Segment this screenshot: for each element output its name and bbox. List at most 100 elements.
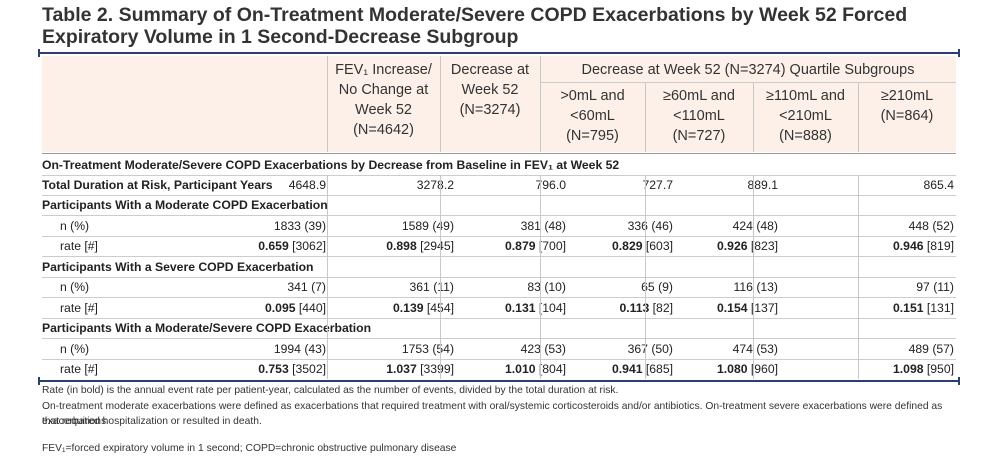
event-count: [440] [298,301,326,315]
header-quartile-group: Decrease at Week 52 (N=3274) Quartile Su… [581,62,915,78]
row-divider [42,175,956,176]
table-row-moderate-rate: rate [#] 0.659 [3062] 0.898 [2945] 0.879… [60,239,954,253]
row-divider [42,236,956,237]
event-count: [819] [926,239,954,253]
event-count: [804] [538,362,566,376]
event-count: [603] [645,239,673,253]
header-decrease: Decrease at Week 52 (N=3274) [450,62,530,118]
table-row-severe-n: n (%) 341 (7) 361 (11) 83 (10) 65 (9) 11… [42,277,956,297]
top-rule [38,49,960,57]
cell: 423 (53) [520,342,566,356]
header-bottom-rule [42,153,956,154]
header-fev1-increase: FEV₁ Increase/No Change at Week 52 (N=4642… [335,62,432,138]
cell: 367 (50) [627,342,673,356]
event-count: [823] [750,239,778,253]
rate-value: 0.154 [717,301,748,315]
rate-value: 1.080 [717,362,748,376]
rate-value: 0.659 [258,239,289,253]
row-divider [42,277,956,278]
table-title: Table 2. Summary of On-Treatment Moderat… [42,4,908,48]
event-count: [960] [750,362,778,376]
rate-value: 0.946 [893,239,924,253]
cell: 1833 (39) [273,219,326,233]
event-count: [104] [538,301,566,315]
cell: 83 (10) [527,280,566,294]
row-divider [42,318,956,319]
section-heading-moderate: Participants With a Moderate COPD Exacer… [42,198,328,212]
column-separator [540,175,541,379]
header-separator [440,56,441,152]
event-count: [2945] [420,239,454,253]
rate-value: 1.098 [893,362,924,376]
header-group-rule [540,82,956,83]
cell: 424 (48) [732,219,778,233]
column-separator [753,175,754,379]
rate-value: 1.010 [505,362,536,376]
header-separator [858,82,859,152]
row-divider [42,256,956,257]
event-count: [3062] [292,239,326,253]
rate-value: 0.879 [505,239,536,253]
cell: 341 (7) [287,280,326,294]
header-separator [645,82,646,152]
footnote-definitions: On-treatment moderate exacerbations were… [42,401,943,427]
cell: 865.4 [923,178,955,192]
rate-value: 0.926 [717,239,748,253]
rate-value: 0.151 [893,301,924,315]
event-count: [82] [652,301,673,315]
event-count: [137] [750,301,778,315]
section-heading-modsev: Participants With a Moderate/Severe COPD… [42,321,372,335]
header-q4: ≥210mL (N=864) [880,88,934,124]
table-row-modsev-rate: rate [#] 0.753 [3502] 1.037 [3399] 1.010… [60,362,954,376]
cell: 489 (57) [908,342,954,356]
cell: 3278.2 [416,178,454,192]
cell: 1994 (43) [273,342,326,356]
column-separator [858,175,859,379]
cell: 116 (13) [733,280,779,294]
cell: 1589 (49) [401,219,454,233]
rate-value: 0.131 [505,301,536,315]
cell: 336 (46) [627,219,673,233]
event-count: [3399] [420,362,454,376]
cell: 97 (11) [916,280,954,294]
cell: 381 (48) [520,219,566,233]
table-row-moderate-n: n (%) 1833 (39) 1589 (49) 381 (48) 336 (… [42,216,956,236]
header-separator [540,56,541,152]
table-row-severe-rate: rate [#] 0.095 [440] 0.139 [454] 0.131 [… [60,301,954,315]
event-count: [700] [538,239,566,253]
column-separator [327,175,328,379]
rate-value: 1.037 [386,362,417,376]
rate-value: 0.898 [386,239,417,253]
header-q3: ≥110mL and <210mL (N=888) [766,88,845,144]
rate-value: 0.095 [265,301,296,315]
table-row-modsev-n: n (%) 1994 (43) 1753 (54) 423 (53) 367 (… [42,339,956,359]
header-separator [753,82,754,152]
cell: 796.0 [535,178,567,192]
rate-value: 0.113 [619,301,650,315]
rate-value: 0.829 [612,239,643,253]
cell: 448 (52) [908,219,954,233]
rate-value: 0.941 [612,362,643,376]
row-divider [42,338,956,339]
table-header [42,56,956,152]
column-separator [440,175,441,379]
header-separator [327,56,328,152]
rate-value: 0.753 [258,362,289,376]
header-q2: ≥60mL and <110mL (N=727) [663,88,735,144]
table-row-duration: Total Duration at Risk, Participant Year… [42,175,956,195]
event-count: [131] [926,301,954,315]
cell: 65 (9) [641,280,673,294]
row-divider [42,215,956,216]
cell: 889.1 [747,178,779,192]
row-divider [42,195,956,196]
rate-value: 0.139 [393,301,424,315]
cell: 727.7 [642,178,674,192]
bottom-rule [38,377,960,385]
footnote-definitions-cont: that required hospitalization or resulte… [42,416,262,427]
cell: 1753 (54) [401,342,454,356]
row-divider [42,359,956,360]
footnote-abbreviations: FEV₁=forced expiratory volume in 1 secon… [42,443,457,454]
column-separator [645,175,646,379]
footnote-rate: Rate (in bold) is the annual event rate … [42,385,619,396]
event-count: [950] [926,362,954,376]
